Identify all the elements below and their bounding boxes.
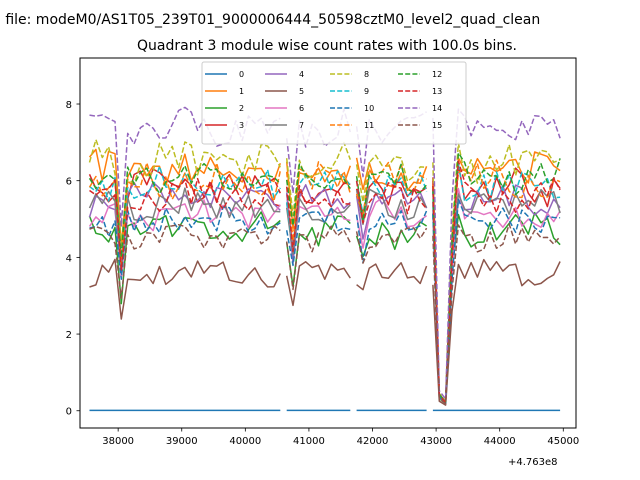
legend-item-12: 12 bbox=[398, 70, 442, 79]
legend-item-13: 13 bbox=[398, 87, 442, 96]
chart-title: Quadrant 3 module wise count rates with … bbox=[137, 38, 517, 54]
legend-label: 4 bbox=[299, 70, 304, 79]
legend-frame bbox=[201, 61, 467, 145]
y-tick-label: 2 bbox=[66, 330, 72, 341]
series-8 bbox=[88, 138, 561, 402]
y-axis: 0 2 4 6 8 bbox=[66, 100, 80, 418]
legend-item-11: 11 bbox=[330, 121, 374, 130]
series-10 bbox=[89, 198, 561, 404]
axes-frame bbox=[79, 57, 577, 429]
y-tick-label: 4 bbox=[66, 253, 72, 264]
legend-item-6: 6 bbox=[265, 104, 304, 113]
legend-item-1: 1 bbox=[205, 87, 244, 96]
legend-label: 11 bbox=[364, 121, 374, 130]
series-line-6 bbox=[88, 187, 561, 405]
series-line-7 bbox=[88, 187, 561, 404]
legend-label: 10 bbox=[364, 104, 374, 113]
x-tick-label: 42000 bbox=[357, 436, 389, 447]
suptitle: n file: modeM0/AS1T05_239T01_9000006444_… bbox=[0, 12, 540, 28]
legend-item-14: 14 bbox=[398, 104, 442, 113]
x-axis: 38000 39000 40000 41000 42000 43000 44000 45000 bbox=[102, 428, 579, 447]
series-line-14 bbox=[89, 106, 561, 400]
series-14 bbox=[89, 106, 561, 400]
x-offset-label: +4.763e8 bbox=[508, 457, 558, 468]
legend-item-10: 10 bbox=[330, 104, 374, 113]
x-tick-label: 45000 bbox=[547, 436, 579, 447]
series-line-13 bbox=[89, 160, 561, 403]
legend-item-9: 9 bbox=[330, 87, 369, 96]
series-15 bbox=[89, 223, 561, 405]
legend-label: 1 bbox=[239, 87, 244, 96]
series-13 bbox=[89, 160, 561, 403]
legend-item-5: 5 bbox=[265, 87, 304, 96]
series-4 bbox=[88, 181, 561, 404]
series-12 bbox=[88, 152, 561, 403]
y-tick-label: 6 bbox=[66, 177, 72, 188]
legend-label: 5 bbox=[299, 87, 304, 96]
legend-label: 13 bbox=[432, 87, 442, 96]
series-line-12 bbox=[88, 152, 561, 403]
legend-label: 8 bbox=[364, 70, 369, 79]
legend-label: 7 bbox=[299, 121, 304, 130]
x-tick-label: 39000 bbox=[166, 436, 198, 447]
x-tick-label: 43000 bbox=[420, 436, 452, 447]
x-tick-label: 44000 bbox=[484, 436, 516, 447]
series-line-4 bbox=[88, 181, 561, 404]
legend-item-0: 0 bbox=[205, 70, 244, 79]
legend-label: 15 bbox=[432, 121, 442, 130]
series-6 bbox=[88, 187, 561, 405]
series-line-8 bbox=[88, 138, 561, 402]
series-line-15 bbox=[89, 223, 561, 405]
series-line-1 bbox=[88, 148, 561, 403]
legend-item-15: 15 bbox=[398, 121, 442, 130]
series-11 bbox=[88, 159, 561, 404]
legend-label: 2 bbox=[239, 104, 244, 113]
series-5 bbox=[89, 258, 561, 406]
legend-item-3: 3 bbox=[205, 121, 244, 130]
x-tick-label: 41000 bbox=[293, 436, 325, 447]
legend-item-4: 4 bbox=[265, 70, 304, 79]
legend-item-2: 2 bbox=[205, 104, 244, 113]
series-line-11 bbox=[88, 159, 561, 404]
y-tick-label: 8 bbox=[66, 100, 72, 111]
series-line-10 bbox=[89, 198, 561, 404]
legend-label: 0 bbox=[239, 70, 244, 79]
legend-item-7: 7 bbox=[265, 121, 304, 130]
x-tick-label: 40000 bbox=[229, 436, 261, 447]
series-7 bbox=[88, 187, 561, 404]
legend-label: 9 bbox=[364, 87, 369, 96]
legend-label: 6 bbox=[299, 104, 304, 113]
series-layer bbox=[88, 106, 561, 412]
legend-label: 3 bbox=[239, 121, 244, 130]
legend-label: 12 bbox=[432, 70, 442, 79]
legend-label: 14 bbox=[432, 104, 442, 113]
x-tick-label: 38000 bbox=[102, 436, 134, 447]
series-line-5 bbox=[89, 258, 561, 406]
series-1 bbox=[88, 148, 561, 403]
legend-item-8: 8 bbox=[330, 70, 369, 79]
y-tick-label: 0 bbox=[66, 407, 72, 418]
